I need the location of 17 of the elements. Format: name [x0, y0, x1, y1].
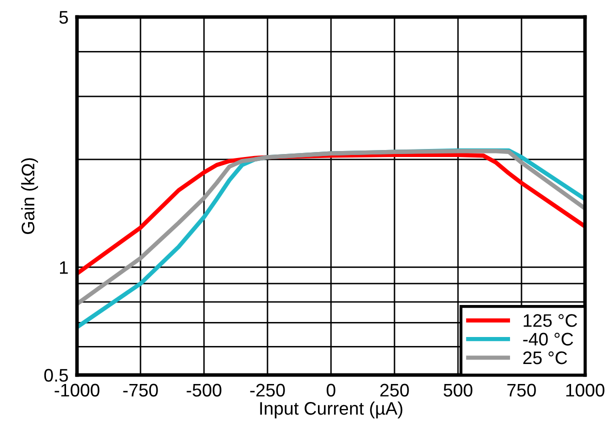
y-tick-label: 5 [59, 11, 68, 24]
y-tick-label: 0.5 [44, 368, 68, 382]
x-tick-label: 750 [507, 384, 536, 397]
x-tick-label: -250 [250, 384, 285, 397]
x-axis-title: Input Current (µA) [260, 402, 402, 418]
y-tick-label: 1 [60, 261, 68, 274]
x-tick-label: 500 [444, 384, 472, 397]
legend-label: 125 °C [524, 314, 578, 327]
y-axis-title: Gain (kΩ) [21, 158, 38, 234]
legend-label: -40 °C [523, 332, 574, 346]
x-tick-label: 1000 [566, 384, 604, 397]
x-tick-label: -750 [123, 384, 158, 397]
legend-label: 25 °C [523, 351, 568, 364]
x-tick-label: 250 [380, 384, 409, 397]
x-tick-label: -500 [186, 384, 222, 397]
x-tick-label: 0 [326, 384, 336, 397]
x-tick-label: -1000 [54, 384, 100, 397]
